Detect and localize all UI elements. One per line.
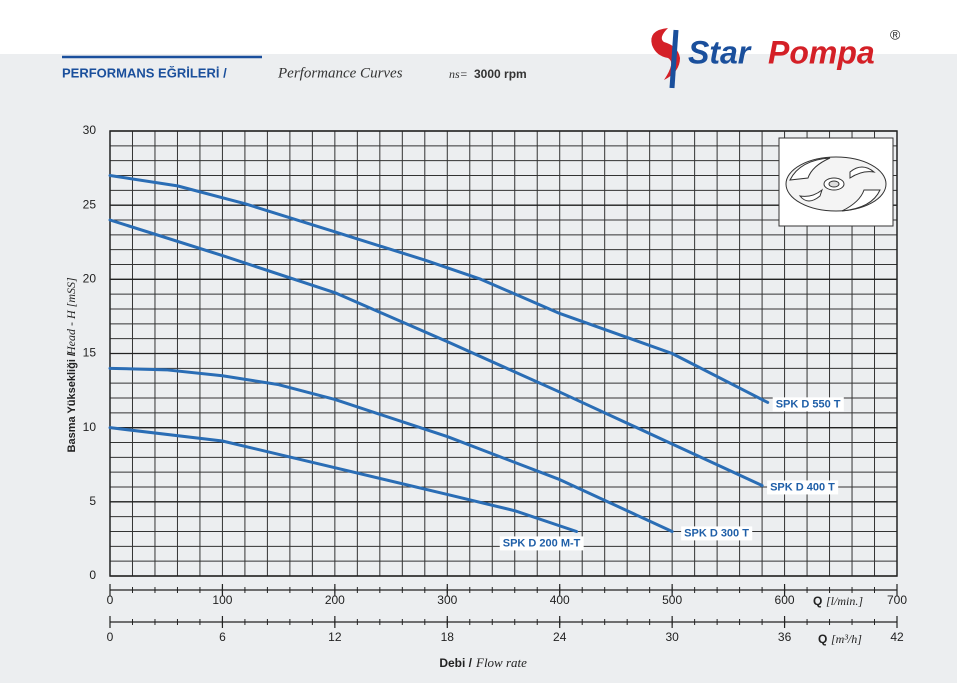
x-tick-label: 400 (550, 593, 570, 607)
y-tick-label: 25 (83, 197, 97, 211)
title: PERFORMANS EĞRİLERİ / (62, 65, 227, 80)
logo-icon (651, 28, 680, 89)
x2-tick-label: 0 (107, 630, 114, 644)
x2-tick-label: 24 (553, 630, 567, 644)
x-tick-label: 300 (437, 593, 457, 607)
series-label: SPK D 400 T (770, 481, 835, 493)
x-tick-label: 0 (107, 593, 114, 607)
x-tick-label: 100 (212, 593, 232, 607)
curve (108, 218, 764, 488)
x2-unit: Q (818, 632, 827, 646)
x2-tick-label: 6 (219, 630, 226, 644)
x2-tick-label: 18 (441, 630, 455, 644)
y-tick-label: 15 (83, 346, 97, 360)
series-label-box (767, 480, 839, 495)
x2-tick-label: 12 (328, 630, 342, 644)
logo-registered: ® (890, 27, 901, 43)
y-axis-label: Head - H [mSS] (64, 277, 78, 356)
y-tick-label: 20 (83, 272, 97, 286)
logo-word: Star (688, 34, 752, 70)
x-unit: Q (813, 594, 822, 608)
x2-tick-label: 42 (890, 630, 904, 644)
y-tick-label: 10 (83, 420, 97, 434)
series-label-box (772, 397, 844, 412)
x-tick-label: 500 (662, 593, 682, 607)
curve (108, 174, 770, 404)
x-tick-label: 600 (775, 593, 795, 607)
y-tick-label: 5 (89, 494, 96, 508)
x-axis-label: Flow rate (475, 655, 527, 670)
series-label: SPK D 550 T (776, 398, 841, 410)
curve (108, 426, 579, 533)
speed-value: 3000 rpm (474, 67, 527, 81)
logo-word: Pompa (768, 34, 875, 70)
x2-unit: [m³/h] (831, 632, 862, 646)
y-tick-label: 0 (89, 568, 96, 582)
x-tick-label: 700 (887, 593, 907, 607)
x-tick-label: 200 (325, 593, 345, 607)
series-label: SPK D 200 M-T (503, 537, 581, 549)
series-label: SPK D 300 T (684, 527, 749, 539)
series-label-box (499, 536, 584, 551)
y-tick-label: 30 (83, 123, 97, 137)
header-band (0, 0, 957, 54)
x-unit: [l/min.] (826, 594, 863, 608)
y-axis-label: Basma Yüksekliği / (66, 353, 78, 452)
x2-tick-label: 30 (665, 630, 679, 644)
impeller-icon (778, 137, 894, 227)
speed-label: ns= (449, 67, 468, 81)
plot-frame (109, 130, 898, 577)
series-label-box (681, 526, 753, 541)
x2-tick-label: 36 (778, 630, 792, 644)
subtitle: Performance Curves (277, 65, 403, 81)
curve (108, 366, 674, 533)
x-axis-label: Debi / (439, 656, 472, 670)
